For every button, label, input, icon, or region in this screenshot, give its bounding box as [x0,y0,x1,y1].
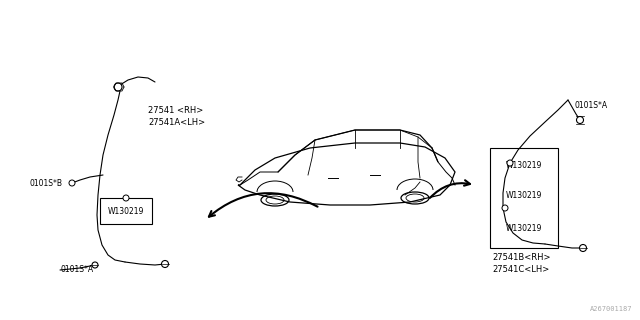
Text: 27541C<LH>: 27541C<LH> [492,266,549,275]
Circle shape [502,205,508,211]
Circle shape [123,195,129,201]
Text: W130219: W130219 [506,190,542,199]
Text: 27541A<LH>: 27541A<LH> [148,117,205,126]
Bar [100,198,152,224]
Text: A267001187: A267001187 [589,306,632,312]
Bar [490,148,558,248]
Circle shape [69,180,75,186]
Text: W130219: W130219 [506,161,542,170]
Text: 0101S*A: 0101S*A [575,100,608,109]
Text: W130219: W130219 [108,206,144,215]
Text: 0101S*A: 0101S*A [60,266,93,275]
Text: 27541 <RH>: 27541 <RH> [148,106,204,115]
Circle shape [577,116,584,124]
Circle shape [92,262,98,268]
Circle shape [579,244,586,252]
Circle shape [161,260,168,268]
Text: W130219: W130219 [506,223,542,233]
Circle shape [114,83,122,91]
Circle shape [507,160,513,166]
Text: 0101S*B: 0101S*B [29,179,62,188]
Text: 27541B<RH>: 27541B<RH> [492,253,550,262]
